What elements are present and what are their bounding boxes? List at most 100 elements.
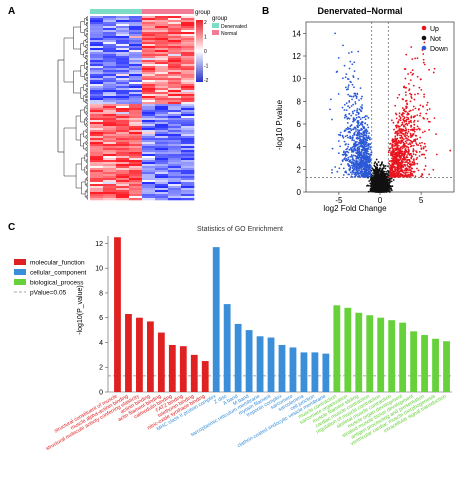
heatmap-cell [168, 46, 182, 49]
volcano-point-down [347, 143, 350, 146]
heatmap-cell [142, 58, 156, 61]
heatmap-cell [129, 194, 143, 197]
heatmap-cell [129, 122, 143, 125]
volcano-point-down [366, 115, 368, 118]
volcano-point-up [403, 68, 406, 70]
heatmap-cell [168, 168, 182, 171]
volcano-point-down [351, 173, 353, 175]
heatmap-cell [168, 182, 182, 185]
heatmap-cell [142, 174, 156, 177]
volcano-point-down [352, 112, 354, 115]
volcano-point-not [389, 190, 391, 192]
volcano-point-not [375, 158, 378, 161]
volcano-point-up [402, 171, 405, 174]
volcano-point-up [399, 169, 402, 171]
volcano-point-up [410, 125, 412, 128]
heatmap-cell [103, 138, 117, 141]
heatmap-cell [142, 144, 156, 147]
volcano-point-down [345, 150, 347, 153]
volcano-point-down [346, 159, 349, 162]
heatmap-cell [142, 44, 156, 47]
volcano-point-down [341, 77, 344, 80]
heatmap-cell [116, 150, 130, 153]
panel-letter-a: A [8, 6, 15, 17]
heatmap-cell [181, 122, 195, 125]
volcano-point-down [337, 93, 340, 95]
heatmap-cell [181, 168, 195, 171]
volcano-point-up [416, 128, 418, 131]
volcano-point-down [360, 150, 363, 153]
volcano-point-down [355, 95, 358, 98]
go-bar [136, 317, 143, 392]
heatmap-cell [116, 166, 130, 169]
volcano-point-down [359, 122, 362, 125]
volcano-point-down [351, 149, 353, 152]
heatmap-cell [142, 124, 156, 127]
volcano-point-up [428, 128, 430, 131]
heatmap-cell [181, 182, 195, 185]
heatmap-cell [103, 198, 117, 201]
volcano-point-up [407, 128, 410, 131]
volcano-point-down [369, 153, 372, 156]
heatmap-cell [168, 190, 182, 193]
heatmap-cell [116, 46, 130, 49]
volcano-point-up [393, 174, 395, 177]
heatmap-cell [103, 104, 117, 107]
heatmap-cell [168, 50, 182, 53]
volcano-point-up [407, 73, 410, 75]
heatmap-cell [181, 92, 195, 95]
heatmap-cell [129, 64, 143, 67]
volcano-point-up [401, 175, 404, 177]
heatmap-cell [103, 174, 117, 177]
go-bar [421, 335, 428, 392]
heatmap-cell [129, 30, 143, 33]
volcano-point-up [413, 161, 415, 163]
heatmap-cell [103, 126, 117, 129]
heatmap-cell [129, 54, 143, 57]
heatmap-cell [155, 142, 169, 145]
heatmap-cell [181, 54, 195, 57]
heatmap-cell [168, 100, 182, 103]
heatmap-cell [155, 86, 169, 89]
heatmap-cell [129, 70, 143, 73]
heatmap-cell [90, 188, 104, 191]
volcano-point-up [389, 147, 392, 150]
volcano-point-up [433, 67, 436, 70]
heatmap-cell [155, 196, 169, 199]
panel-letter-b: B [262, 6, 269, 17]
volcano-point-down [365, 136, 368, 138]
heatmap-cell [142, 84, 156, 87]
volcano-point-up [402, 141, 405, 144]
heatmap-cell [168, 162, 182, 165]
heatmap-cell [181, 112, 195, 115]
heatmap-cell [142, 182, 156, 185]
volcano-point-down [357, 111, 360, 114]
go-bar [333, 305, 341, 392]
volcano-point-up [412, 116, 415, 119]
volcano-y-tick-label: 10 [292, 75, 301, 84]
volcano-point-up [397, 160, 399, 163]
volcano-point-up [426, 101, 429, 104]
go-bar [212, 247, 220, 392]
volcano-point-up [404, 148, 407, 150]
volcano-point-not [384, 184, 386, 187]
heatmap-cell [90, 134, 104, 137]
volcano-point-up [418, 86, 421, 89]
volcano-point-up [402, 143, 405, 146]
heatmap-cell [90, 140, 104, 143]
volcano-point-up [407, 152, 410, 155]
volcano-point-up [405, 94, 407, 96]
volcano-point-up [394, 144, 396, 147]
heatmap-cell [168, 196, 182, 199]
heatmap-cell [142, 24, 156, 27]
volcano-point-down [364, 118, 367, 121]
volcano-point-up [399, 170, 401, 173]
heatmap-cell [142, 68, 156, 71]
volcano-point-down [352, 165, 355, 168]
group-annotation-bar [90, 9, 194, 14]
volcano-point-up [404, 110, 407, 113]
volcano-point-up [408, 88, 411, 91]
volcano-point-down [364, 159, 367, 162]
heatmap-cell [168, 104, 182, 107]
heatmap-cell [129, 166, 143, 169]
